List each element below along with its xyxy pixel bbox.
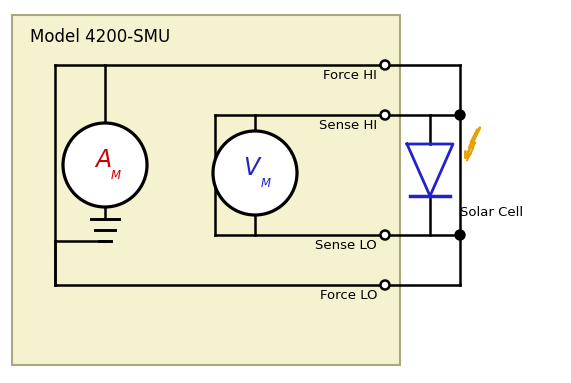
Text: Force LO: Force LO (320, 289, 377, 302)
Circle shape (63, 123, 147, 207)
Text: Solar Cell: Solar Cell (460, 206, 523, 219)
Polygon shape (467, 129, 477, 161)
Text: $_{M}$: $_{M}$ (110, 164, 122, 182)
Circle shape (380, 231, 389, 239)
Circle shape (380, 61, 389, 69)
Circle shape (455, 110, 465, 120)
Text: $_{M}$: $_{M}$ (260, 172, 272, 190)
Text: $V$: $V$ (243, 156, 263, 180)
Circle shape (455, 230, 465, 240)
Text: Sense HI: Sense HI (319, 119, 377, 132)
Circle shape (380, 111, 389, 119)
Text: $A$: $A$ (94, 148, 112, 172)
Circle shape (213, 131, 297, 215)
Circle shape (380, 280, 389, 290)
Text: Sense LO: Sense LO (315, 239, 377, 252)
Text: Model 4200-SMU: Model 4200-SMU (30, 28, 170, 46)
Bar (12, 15, 400, 365)
Text: Force HI: Force HI (323, 69, 377, 82)
